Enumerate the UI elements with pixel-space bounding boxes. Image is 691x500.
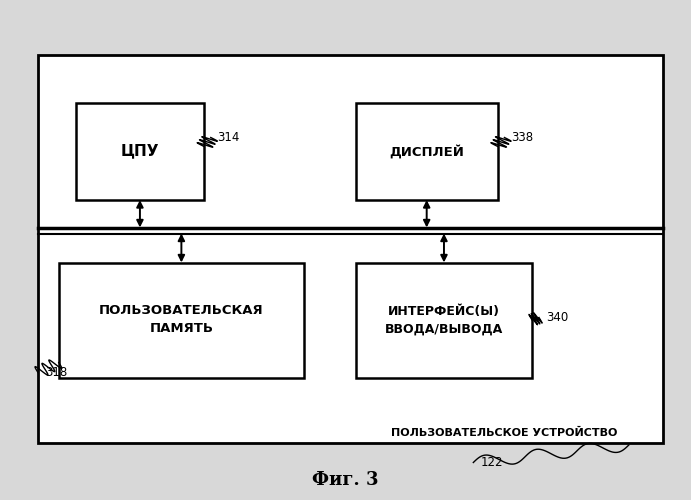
Text: 338: 338 xyxy=(511,131,533,144)
Text: ДИСПЛЕЙ: ДИСПЛЕЙ xyxy=(389,144,464,158)
Bar xyxy=(38,55,663,442)
Text: ПОЛЬЗОВАТЕЛЬСКОЕ УСТРОЙСТВО: ПОЛЬЗОВАТЕЛЬСКОЕ УСТРОЙСТВО xyxy=(391,428,618,438)
Bar xyxy=(76,102,204,200)
Text: 314: 314 xyxy=(218,131,240,144)
Text: ИНТЕРФЕЙС(Ы)
ВВОДА/ВЫВОДА: ИНТЕРФЕЙС(Ы) ВВОДА/ВЫВОДА xyxy=(385,304,503,336)
Bar xyxy=(356,262,532,378)
Bar xyxy=(356,102,498,200)
Bar xyxy=(59,262,304,378)
Text: 318: 318 xyxy=(45,366,67,379)
Text: ПОЛЬЗОВАТЕЛЬСКАЯ
ПАМЯТЬ: ПОЛЬЗОВАТЕЛЬСКАЯ ПАМЯТЬ xyxy=(99,304,264,336)
Text: Фиг. 3: Фиг. 3 xyxy=(312,471,379,489)
Text: 122: 122 xyxy=(480,456,503,469)
Text: ЦПУ: ЦПУ xyxy=(121,144,159,159)
Text: 340: 340 xyxy=(546,311,568,324)
